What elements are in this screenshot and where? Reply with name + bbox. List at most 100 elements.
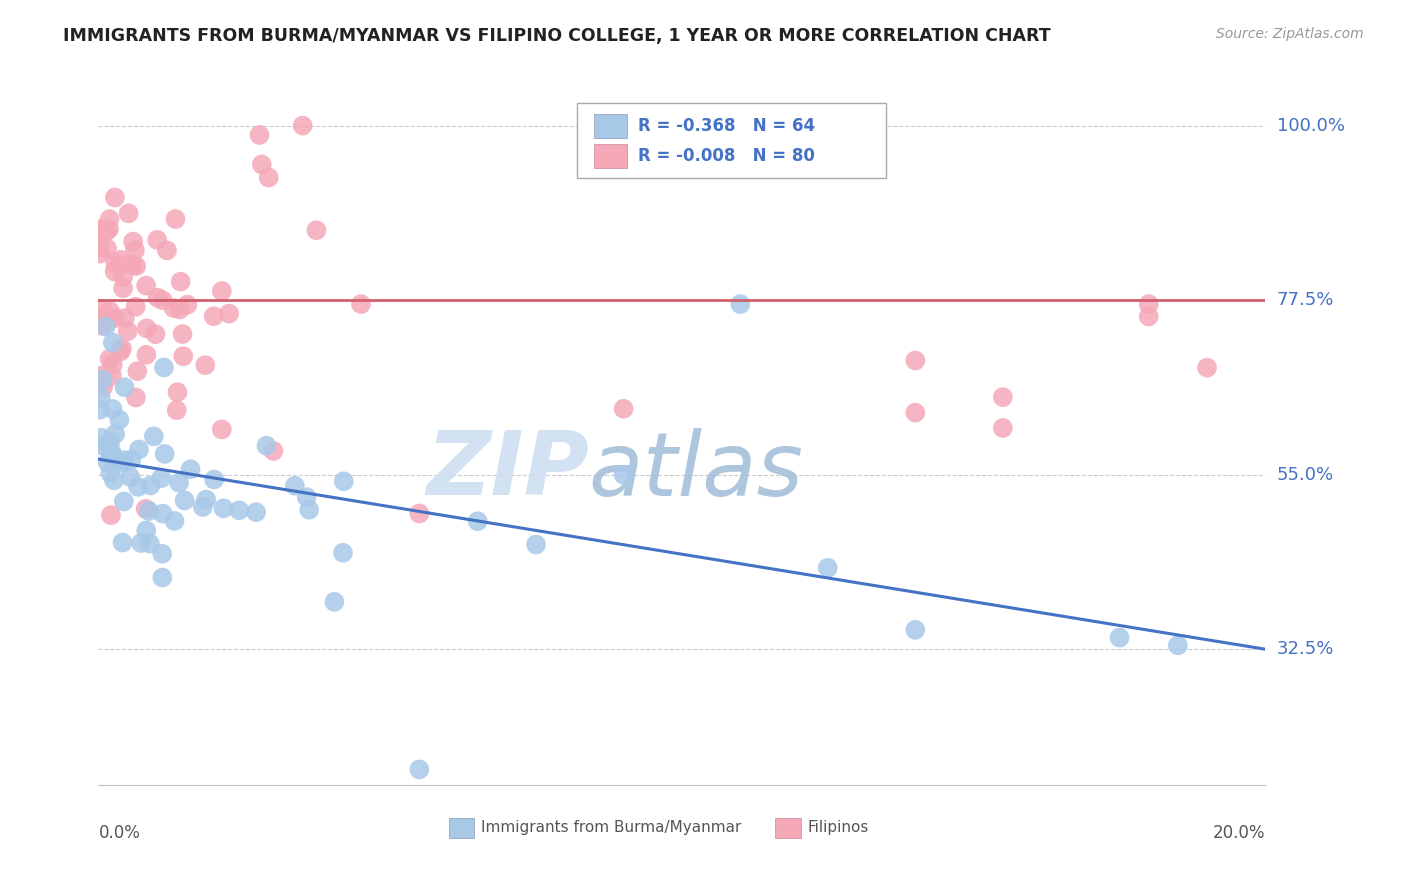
Point bbox=[408, 763, 430, 777]
FancyBboxPatch shape bbox=[576, 103, 886, 178]
Point bbox=[350, 297, 373, 311]
Point bbox=[191, 500, 214, 514]
Point bbox=[91, 368, 114, 382]
Point bbox=[104, 256, 127, 270]
Point bbox=[163, 514, 186, 528]
Point bbox=[166, 385, 188, 400]
FancyBboxPatch shape bbox=[775, 819, 801, 838]
Point bbox=[323, 595, 346, 609]
Point bbox=[112, 494, 135, 508]
Point bbox=[284, 479, 307, 493]
Point bbox=[256, 439, 278, 453]
Point bbox=[139, 478, 162, 492]
Point bbox=[101, 401, 124, 416]
Point bbox=[138, 504, 160, 518]
Point bbox=[135, 524, 157, 538]
Point bbox=[156, 244, 179, 258]
Point bbox=[98, 304, 121, 318]
Point bbox=[125, 259, 148, 273]
Point bbox=[101, 358, 124, 372]
Point bbox=[122, 258, 145, 272]
Text: IMMIGRANTS FROM BURMA/MYANMAR VS FILIPINO COLLEGE, 1 YEAR OR MORE CORRELATION CH: IMMIGRANTS FROM BURMA/MYANMAR VS FILIPIN… bbox=[63, 27, 1050, 45]
Point bbox=[194, 358, 217, 372]
Point bbox=[150, 570, 173, 584]
Point bbox=[817, 561, 839, 575]
Point bbox=[165, 212, 187, 227]
Point bbox=[117, 324, 139, 338]
Point bbox=[524, 537, 547, 551]
Point bbox=[904, 406, 927, 420]
Point bbox=[110, 252, 132, 267]
Point bbox=[97, 440, 120, 454]
Point bbox=[127, 364, 149, 378]
Point bbox=[167, 475, 190, 490]
Point bbox=[94, 308, 117, 322]
Text: R = -0.368   N = 64: R = -0.368 N = 64 bbox=[637, 117, 814, 135]
Point bbox=[1108, 631, 1130, 645]
Point bbox=[98, 434, 121, 449]
Point bbox=[152, 293, 174, 308]
Point bbox=[91, 318, 114, 333]
Point bbox=[145, 327, 167, 342]
Point bbox=[169, 302, 191, 317]
Point bbox=[195, 492, 218, 507]
Point bbox=[111, 456, 134, 470]
Point bbox=[111, 535, 134, 549]
Point bbox=[146, 291, 169, 305]
Point bbox=[87, 240, 110, 254]
Point bbox=[153, 447, 176, 461]
Text: 0.0%: 0.0% bbox=[98, 824, 141, 842]
Point bbox=[120, 257, 142, 271]
Point bbox=[127, 480, 149, 494]
Text: 20.0%: 20.0% bbox=[1213, 824, 1265, 842]
Point bbox=[332, 475, 354, 489]
Text: atlas: atlas bbox=[589, 428, 803, 514]
Text: R = -0.008   N = 80: R = -0.008 N = 80 bbox=[637, 146, 814, 164]
Point bbox=[96, 224, 118, 238]
Point bbox=[904, 353, 927, 368]
Point bbox=[91, 302, 114, 317]
FancyBboxPatch shape bbox=[595, 145, 627, 168]
Point bbox=[291, 119, 314, 133]
Point bbox=[104, 190, 127, 204]
Point bbox=[114, 380, 136, 394]
Point bbox=[90, 431, 112, 445]
FancyBboxPatch shape bbox=[449, 819, 474, 838]
Point bbox=[139, 536, 162, 550]
Point bbox=[110, 344, 132, 359]
Point bbox=[173, 493, 195, 508]
Point bbox=[129, 536, 152, 550]
Point bbox=[135, 501, 157, 516]
Point bbox=[124, 300, 146, 314]
Point bbox=[135, 278, 157, 293]
Point bbox=[91, 373, 114, 387]
Point bbox=[120, 470, 142, 484]
Point bbox=[122, 235, 145, 249]
Point bbox=[245, 505, 267, 519]
Text: 32.5%: 32.5% bbox=[1277, 640, 1334, 658]
Point bbox=[103, 311, 125, 326]
Point bbox=[125, 391, 148, 405]
Text: Source: ZipAtlas.com: Source: ZipAtlas.com bbox=[1216, 27, 1364, 41]
Point bbox=[98, 311, 121, 326]
Point bbox=[250, 157, 273, 171]
Point bbox=[305, 223, 328, 237]
Point bbox=[101, 368, 124, 383]
Point bbox=[98, 351, 121, 366]
Point bbox=[142, 429, 165, 443]
Text: 100.0%: 100.0% bbox=[1277, 117, 1344, 135]
Point bbox=[332, 546, 354, 560]
Point bbox=[96, 242, 118, 256]
Point bbox=[101, 335, 124, 350]
Point bbox=[98, 222, 121, 236]
Point bbox=[152, 507, 174, 521]
Point bbox=[613, 401, 636, 416]
Point bbox=[94, 319, 117, 334]
Point bbox=[90, 391, 112, 405]
Point bbox=[103, 473, 125, 487]
Point bbox=[1137, 310, 1160, 324]
Point bbox=[91, 315, 114, 329]
Point bbox=[91, 439, 114, 453]
Point bbox=[218, 307, 240, 321]
Point bbox=[150, 471, 173, 485]
